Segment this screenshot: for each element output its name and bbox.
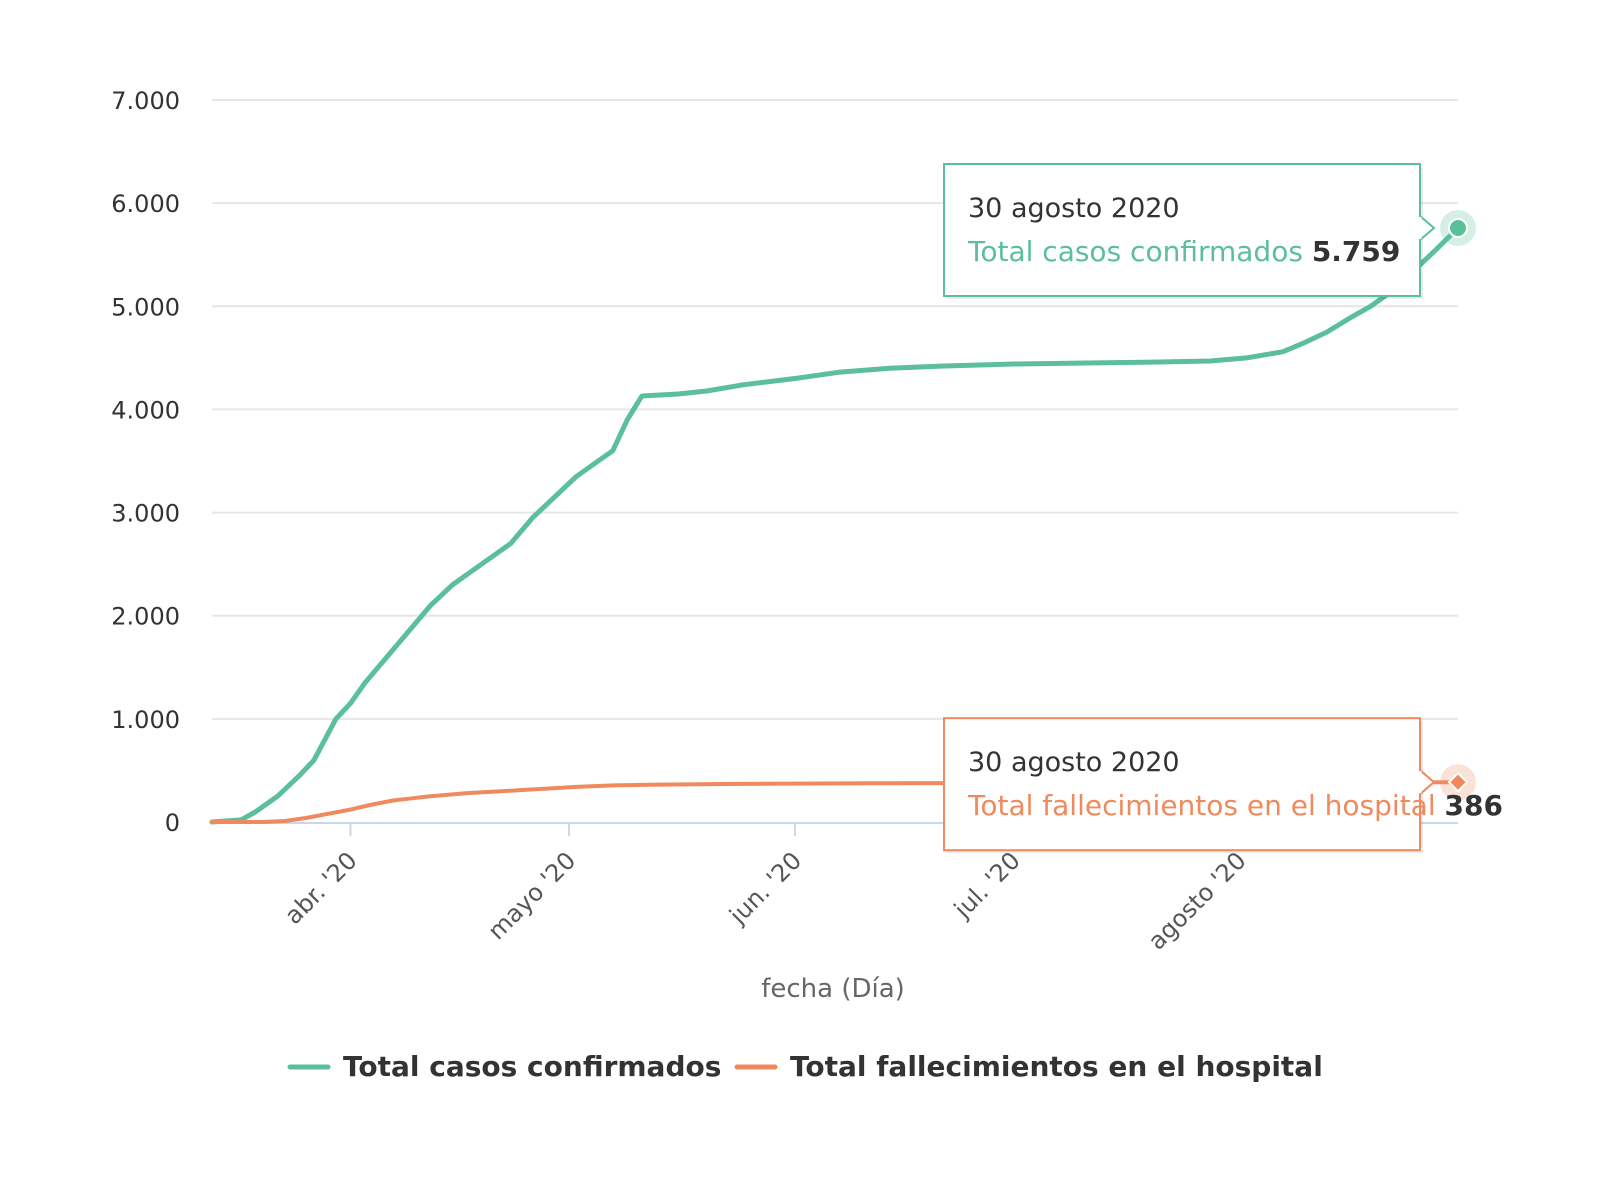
y-tick-label: 2.000 — [111, 603, 180, 631]
x-tick-label: jul. '20 — [948, 846, 1026, 924]
y-tick-label: 6.000 — [111, 190, 180, 218]
legend-item[interactable]: Total fallecimientos en el hospital — [734, 1050, 1323, 1083]
tooltips: 30 agosto 2020 Total casos confirmados 5.… — [943, 163, 1503, 854]
y-tick-label: 4.000 — [111, 396, 180, 424]
tooltip: 30 agosto 2020 Total casos confirmados 5.… — [943, 163, 1436, 300]
x-tick-label: agosto '20 — [1143, 846, 1252, 955]
data-point-marker — [1448, 218, 1468, 239]
y-tick-label: 3.000 — [111, 500, 180, 528]
series-group — [209, 210, 1476, 825]
legend: Total casos confirmados Total fallecimien… — [287, 1050, 1323, 1083]
tooltip-value-line: Total fallecimientos en el hospital 386 — [967, 789, 1503, 822]
legend-item[interactable]: Total casos confirmados — [287, 1050, 721, 1083]
tooltip-series-label: Total fallecimientos en el hospital — [967, 789, 1445, 822]
y-tick-label: 7.000 — [111, 87, 180, 115]
y-axis-labels: 0 1.000 2.000 3.000 4.000 5.000 6.000 7.000 — [111, 87, 180, 837]
tooltip-pointer — [1419, 215, 1436, 241]
tooltip-date: 30 agosto 2020 — [968, 747, 1180, 778]
tooltip: 30 agosto 2020 Total fallecimientos en el… — [943, 717, 1503, 854]
y-tick-label: 5.000 — [111, 293, 180, 321]
tooltip-box — [943, 717, 1421, 852]
tooltip-box — [943, 163, 1421, 298]
legend-label[interactable]: Total fallecimientos en el hospital — [790, 1050, 1323, 1083]
tooltip-value-line: Total casos confirmados 5.759 — [967, 235, 1400, 268]
legend-label[interactable]: Total casos confirmados — [343, 1050, 721, 1083]
x-tick-label: jun. '20 — [723, 846, 807, 930]
data-point-marker — [1447, 771, 1469, 793]
x-axis-title: fecha (Día) — [761, 974, 905, 1004]
tooltip-pointer — [1419, 769, 1436, 795]
x-tick-label: mayo '20 — [482, 846, 581, 945]
y-tick-label: 1.000 — [111, 706, 180, 734]
x-tick-label: abr. '20 — [279, 846, 362, 929]
series-line — [209, 225, 1461, 825]
tooltip-value: 386 — [1445, 789, 1503, 822]
tooltip-value: 5.759 — [1312, 235, 1401, 268]
tooltip-date: 30 agosto 2020 — [968, 193, 1180, 224]
y-tick-label: 0 — [165, 809, 180, 837]
tooltip-series-label: Total casos confirmados — [967, 235, 1312, 268]
